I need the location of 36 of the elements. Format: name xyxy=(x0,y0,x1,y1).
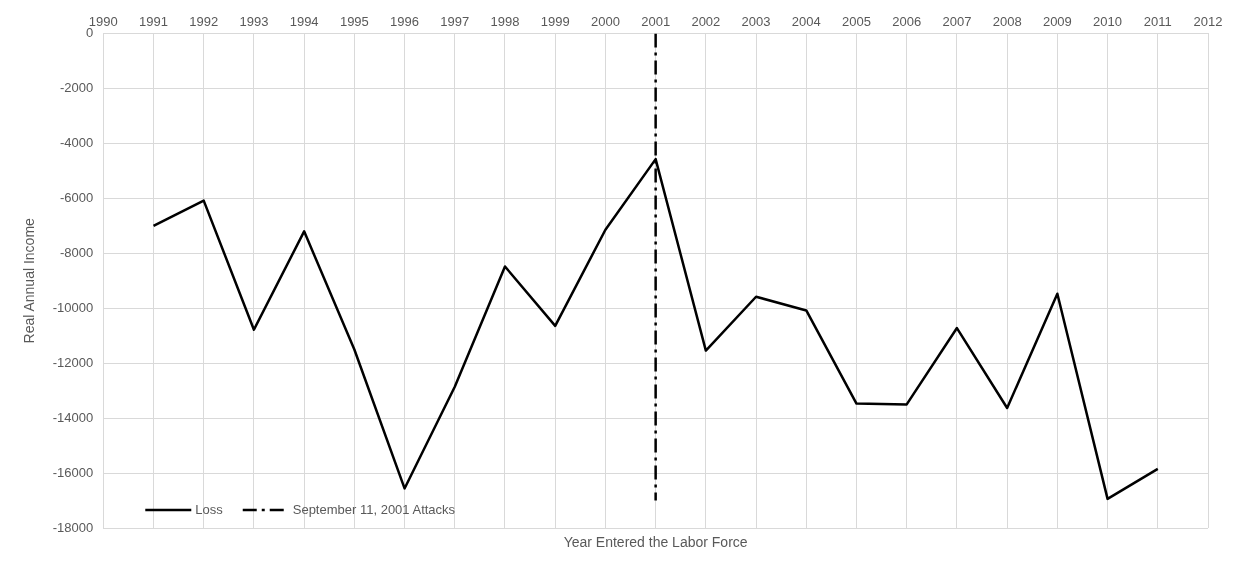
x-tick-label: 2010 xyxy=(1093,14,1123,30)
x-tick-label: 1992 xyxy=(189,14,219,30)
x-tick-label: 2006 xyxy=(892,14,922,30)
y-tick-label: -10000 xyxy=(52,299,94,315)
x-tick-label: 2001 xyxy=(641,14,671,30)
x-tick-label: 1991 xyxy=(139,14,168,30)
y-axis-title: Real Annual Income xyxy=(21,217,38,344)
y-tick-label: -18000 xyxy=(52,519,94,535)
x-tick-label: 1994 xyxy=(289,14,319,30)
legend-label: September 11, 2001 Attacks xyxy=(292,501,456,517)
x-tick-label: 2004 xyxy=(791,14,821,30)
y-tick-label: -16000 xyxy=(52,464,94,480)
y-tick-label: -8000 xyxy=(60,244,94,260)
y-tick-label: 0 xyxy=(86,25,94,41)
x-axis-title: Year Entered the Labor Force xyxy=(563,533,748,550)
y-tick-label: -6000 xyxy=(60,189,94,205)
x-tick-label: 1999 xyxy=(540,14,570,30)
x-tick-label: 1993 xyxy=(239,14,269,30)
x-tick-label: 1996 xyxy=(390,14,420,30)
y-tick-label: -12000 xyxy=(52,354,94,370)
y-tick-label: -2000 xyxy=(60,80,94,96)
x-tick-label: 1997 xyxy=(440,14,470,30)
x-tick-label: 2009 xyxy=(1042,14,1072,30)
x-tick-label: 2012 xyxy=(1193,14,1223,30)
x-tick-label: 2003 xyxy=(741,14,771,30)
x-tick-label: 1995 xyxy=(339,14,369,30)
x-tick-label: 2008 xyxy=(992,14,1022,30)
x-tick-label: 2005 xyxy=(842,14,871,30)
x-tick-label: 1998 xyxy=(490,14,520,30)
y-tick-label: -4000 xyxy=(60,135,94,151)
y-tick-label: -14000 xyxy=(52,409,94,425)
legend-label: Loss xyxy=(195,501,224,517)
x-tick-label: 2011 xyxy=(1143,14,1172,30)
x-tick-label: 2002 xyxy=(691,14,721,30)
x-tick-label: 2000 xyxy=(590,14,620,30)
x-tick-label: 2007 xyxy=(942,14,972,30)
